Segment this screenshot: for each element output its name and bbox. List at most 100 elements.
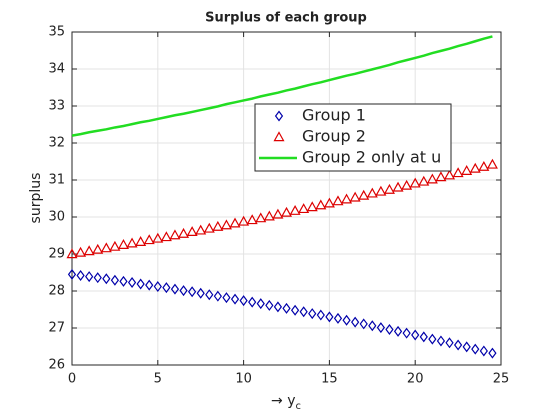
chart-title: Surplus of each group (205, 11, 367, 26)
marker (453, 339, 463, 351)
marker (195, 224, 207, 235)
marker (385, 323, 394, 335)
marker (203, 222, 215, 233)
marker (212, 220, 224, 231)
marker (469, 162, 481, 173)
marker (273, 301, 283, 313)
y-tick-label: 29 (48, 247, 65, 262)
marker (306, 201, 318, 212)
x-axis-label-main: → y (271, 393, 295, 409)
marker (160, 231, 172, 242)
marker (375, 185, 387, 196)
marker (136, 278, 145, 290)
marker (411, 329, 420, 341)
marker (170, 283, 180, 295)
marker (265, 299, 274, 311)
marker (76, 269, 85, 281)
marker (117, 239, 129, 249)
x-axis-label-sub: c (295, 401, 301, 412)
x-tick-label: 20 (407, 372, 424, 387)
marker (110, 274, 120, 286)
y-tick-label: 27 (48, 321, 65, 336)
legend-marker (274, 110, 284, 122)
marker (462, 341, 471, 353)
marker (479, 345, 488, 357)
marker (290, 304, 300, 316)
marker (419, 331, 428, 343)
marker (213, 290, 222, 302)
marker (393, 325, 403, 337)
marker (220, 219, 232, 230)
marker (135, 236, 147, 246)
marker (342, 314, 351, 326)
marker (445, 337, 454, 349)
marker (126, 237, 138, 248)
y-tick-label: 33 (48, 99, 65, 114)
y-axis-label: surplus (28, 173, 44, 224)
marker (392, 181, 404, 192)
marker (461, 165, 473, 175)
marker (358, 189, 370, 200)
marker (239, 295, 248, 307)
marker (93, 272, 102, 284)
x-axis-label: → yc (271, 393, 301, 412)
marker (92, 243, 104, 254)
plot-frame (71, 31, 502, 366)
marker (351, 316, 360, 328)
y-tick-label: 26 (48, 358, 65, 373)
marker (248, 296, 257, 308)
marker (299, 306, 308, 318)
marker (341, 193, 353, 204)
marker (383, 183, 395, 194)
marker (488, 347, 497, 359)
marker (444, 169, 456, 180)
marker (368, 320, 377, 332)
marker (109, 240, 121, 251)
marker (280, 206, 293, 217)
marker (153, 281, 162, 293)
marker (196, 287, 205, 299)
marker (162, 282, 171, 294)
marker (186, 226, 198, 236)
marker (272, 208, 284, 219)
marker (66, 248, 78, 259)
marker (366, 187, 378, 198)
marker (289, 204, 301, 215)
marker (229, 217, 241, 228)
marker (298, 203, 310, 214)
marker (246, 214, 258, 225)
marker (205, 289, 214, 301)
marker (230, 293, 240, 305)
marker (316, 309, 325, 321)
marker (332, 195, 344, 206)
marker (349, 191, 361, 202)
marker (75, 246, 87, 257)
marker (282, 302, 291, 314)
marker (127, 276, 137, 288)
x-tick-label: 25 (493, 372, 510, 387)
marker (401, 179, 413, 190)
marker (435, 171, 447, 182)
marker (315, 199, 327, 210)
line (71, 35, 493, 137)
marker (100, 242, 112, 253)
x-tick-label: 10 (235, 372, 252, 387)
marker (119, 275, 128, 287)
marker (428, 333, 437, 345)
marker (325, 311, 334, 323)
legend-label: Group 2 only at u (302, 148, 441, 167)
y-tick-label: 28 (48, 284, 65, 299)
y-tick-label: 30 (48, 210, 65, 225)
marker (436, 335, 446, 347)
marker (308, 308, 317, 320)
x-tick-label: 0 (68, 372, 76, 387)
marker (478, 160, 490, 171)
marker (238, 215, 250, 226)
marker (376, 322, 386, 334)
marker (256, 298, 265, 310)
y-tick-label: 31 (48, 173, 65, 188)
marker (152, 232, 164, 243)
marker (179, 285, 188, 297)
